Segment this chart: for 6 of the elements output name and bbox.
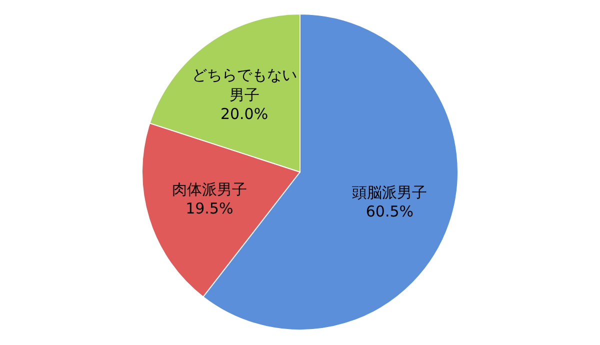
- data-label: 60.5%: [364, 202, 415, 222]
- data-label: 20.0%: [219, 105, 270, 125]
- slice-label: 頭脳派男子: [352, 183, 428, 203]
- data-label: 19.5%: [184, 200, 234, 220]
- slice-label: 肉体派男子: [172, 180, 247, 200]
- slice-label: どちらでもない男子: [190, 66, 298, 106]
